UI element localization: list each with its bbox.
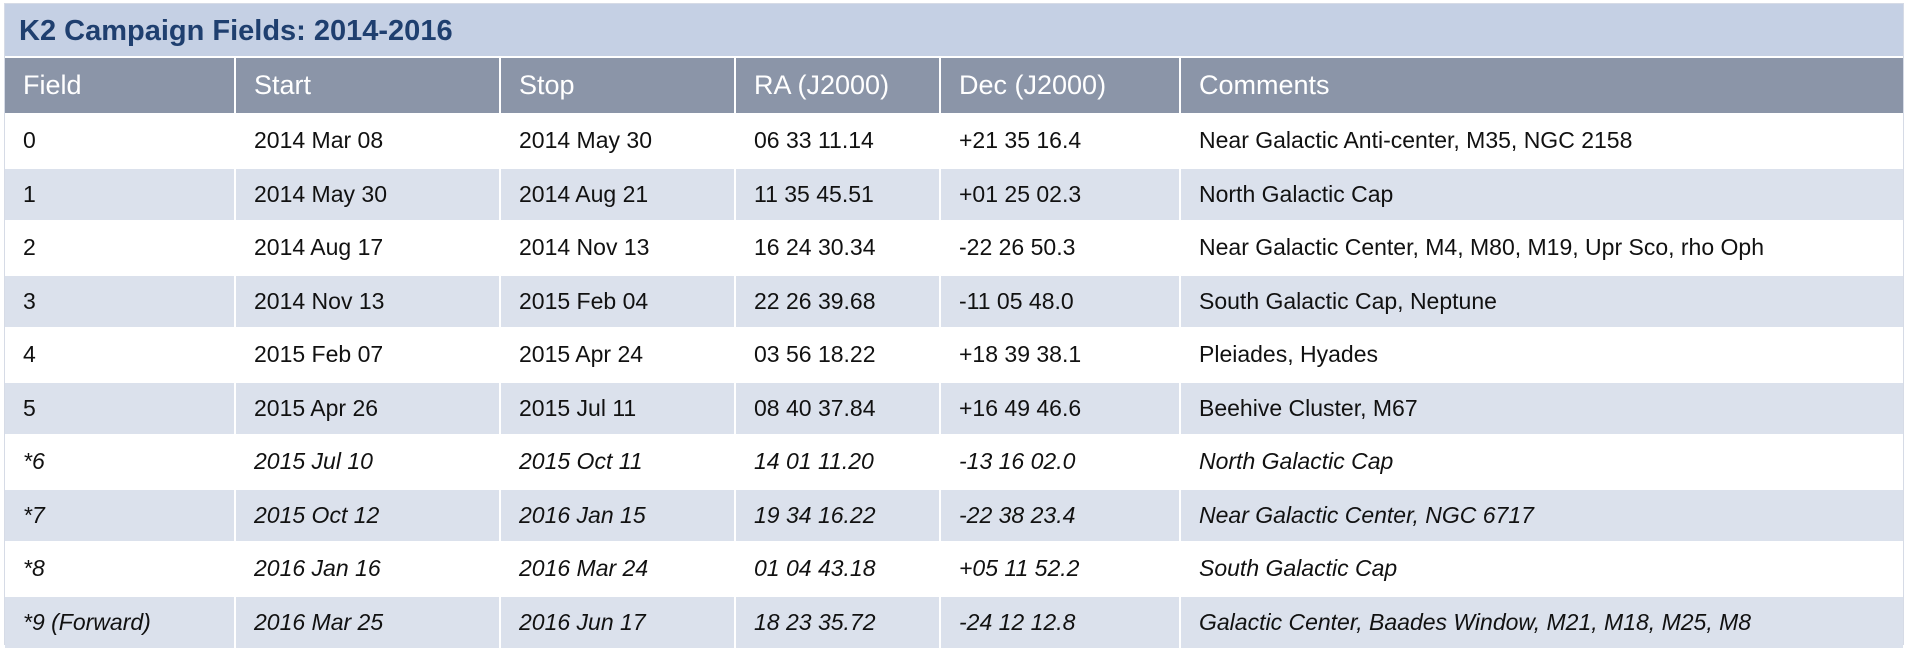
table-row: *9 (Forward) 2016 Mar 25 2016 Jun 17 18 23 …	[5, 595, 1903, 650]
table-row: 4 2015 Feb 07 2015 Apr 24 03 56 18.22 +18 39…	[5, 328, 1903, 383]
column-header-dec: Dec (J2000)	[940, 58, 1181, 115]
cell-comments: South Galactic Cap	[1180, 542, 1903, 597]
cell-ra: 11 35 45.51	[735, 167, 941, 222]
cell-comments: Pleiades, Hyades	[1180, 328, 1903, 383]
cell-ra: 22 26 39.68	[735, 274, 941, 329]
cell-stop: 2015 Jul 11	[500, 381, 736, 436]
header-row: Field Start Stop RA (J2000) Dec (J2000) …	[5, 58, 1903, 115]
cell-ra: 08 40 37.84	[735, 381, 941, 436]
cell-field: *9 (Forward)	[5, 595, 236, 650]
cell-field: *6	[5, 435, 236, 490]
cell-field: 5	[5, 381, 236, 436]
table-title: K2 Campaign Fields: 2014-2016	[19, 15, 453, 47]
cell-comments: Near Galactic Center, M4, M80, M19, Upr …	[1180, 221, 1903, 276]
cell-start: 2015 Apr 26	[235, 381, 501, 436]
cell-comments: South Galactic Cap, Neptune	[1180, 274, 1903, 329]
cell-dec: -24 12 12.8	[940, 595, 1181, 650]
column-header-ra: RA (J2000)	[735, 58, 941, 115]
k2-campaign-table-panel: K2 Campaign Fields: 2014-2016 Field Star…	[4, 3, 1904, 650]
cell-dec: -22 38 23.4	[940, 488, 1181, 543]
cell-field: 1	[5, 167, 236, 222]
cell-field: 0	[5, 114, 236, 169]
cell-start: 2016 Jan 16	[235, 542, 501, 597]
title-bar: K2 Campaign Fields: 2014-2016	[5, 4, 1903, 58]
cell-comments: Near Galactic Anti-center, M35, NGC 2158	[1180, 114, 1903, 169]
cell-field: *8	[5, 542, 236, 597]
column-header-start: Start	[235, 58, 501, 115]
cell-start: 2014 Aug 17	[235, 221, 501, 276]
cell-stop: 2015 Oct 11	[500, 435, 736, 490]
cell-start: 2016 Mar 25	[235, 595, 501, 650]
cell-comments: Beehive Cluster, M67	[1180, 381, 1903, 436]
table-row: 3 2014 Nov 13 2015 Feb 04 22 26 39.68 -11 05…	[5, 274, 1903, 329]
column-header-stop: Stop	[500, 58, 736, 115]
table-row: 5 2015 Apr 26 2015 Jul 11 08 40 37.84 +16 49…	[5, 381, 1903, 436]
table-body: 0 2014 Mar 08 2014 May 30 06 33 11.14 +21 35…	[5, 114, 1903, 650]
cell-stop: 2015 Feb 04	[500, 274, 736, 329]
table-row: *6 2015 Jul 10 2015 Oct 11 14 01 11.20 -13 1…	[5, 435, 1903, 490]
cell-field: 4	[5, 328, 236, 383]
cell-comments: North Galactic Cap	[1180, 435, 1903, 490]
cell-dec: +05 11 52.2	[940, 542, 1181, 597]
cell-stop: 2014 May 30	[500, 114, 736, 169]
cell-comments: North Galactic Cap	[1180, 167, 1903, 222]
cell-ra: 03 56 18.22	[735, 328, 941, 383]
cell-ra: 06 33 11.14	[735, 114, 941, 169]
cell-dec: -13 16 02.0	[940, 435, 1181, 490]
cell-ra: 16 24 30.34	[735, 221, 941, 276]
cell-ra: 14 01 11.20	[735, 435, 941, 490]
cell-comments: Near Galactic Center, NGC 6717	[1180, 488, 1903, 543]
cell-start: 2014 Mar 08	[235, 114, 501, 169]
table-row: 0 2014 Mar 08 2014 May 30 06 33 11.14 +21 35…	[5, 114, 1903, 169]
cell-dec: -22 26 50.3	[940, 221, 1181, 276]
cell-start: 2015 Feb 07	[235, 328, 501, 383]
campaign-table: Field Start Stop RA (J2000) Dec (J2000) …	[5, 58, 1903, 650]
cell-stop: 2016 Jan 15	[500, 488, 736, 543]
cell-start: 2014 May 30	[235, 167, 501, 222]
cell-stop: 2014 Aug 21	[500, 167, 736, 222]
cell-field: *7	[5, 488, 236, 543]
table-row: 2 2014 Aug 17 2014 Nov 13 16 24 30.34 -22 26…	[5, 221, 1903, 276]
cell-ra: 19 34 16.22	[735, 488, 941, 543]
cell-comments: Galactic Center, Baades Window, M21, M18…	[1180, 595, 1903, 650]
cell-dec: +16 49 46.6	[940, 381, 1181, 436]
cell-field: 2	[5, 221, 236, 276]
table-row: 1 2014 May 30 2014 Aug 21 11 35 45.51 +01 25…	[5, 167, 1903, 222]
cell-dec: +21 35 16.4	[940, 114, 1181, 169]
cell-ra: 18 23 35.72	[735, 595, 941, 650]
cell-stop: 2015 Apr 24	[500, 328, 736, 383]
cell-stop: 2016 Mar 24	[500, 542, 736, 597]
cell-dec: -11 05 48.0	[940, 274, 1181, 329]
cell-dec: +01 25 02.3	[940, 167, 1181, 222]
cell-stop: 2014 Nov 13	[500, 221, 736, 276]
cell-stop: 2016 Jun 17	[500, 595, 736, 650]
cell-field: 3	[5, 274, 236, 329]
table-row: *8 2016 Jan 16 2016 Mar 24 01 04 43.18 +05 1…	[5, 542, 1903, 597]
cell-dec: +18 39 38.1	[940, 328, 1181, 383]
cell-start: 2015 Oct 12	[235, 488, 501, 543]
column-header-field: Field	[5, 58, 236, 115]
table-row: *7 2015 Oct 12 2016 Jan 15 19 34 16.22 -22 3…	[5, 488, 1903, 543]
column-header-comments: Comments	[1180, 58, 1903, 115]
cell-ra: 01 04 43.18	[735, 542, 941, 597]
cell-start: 2015 Jul 10	[235, 435, 501, 490]
cell-start: 2014 Nov 13	[235, 274, 501, 329]
